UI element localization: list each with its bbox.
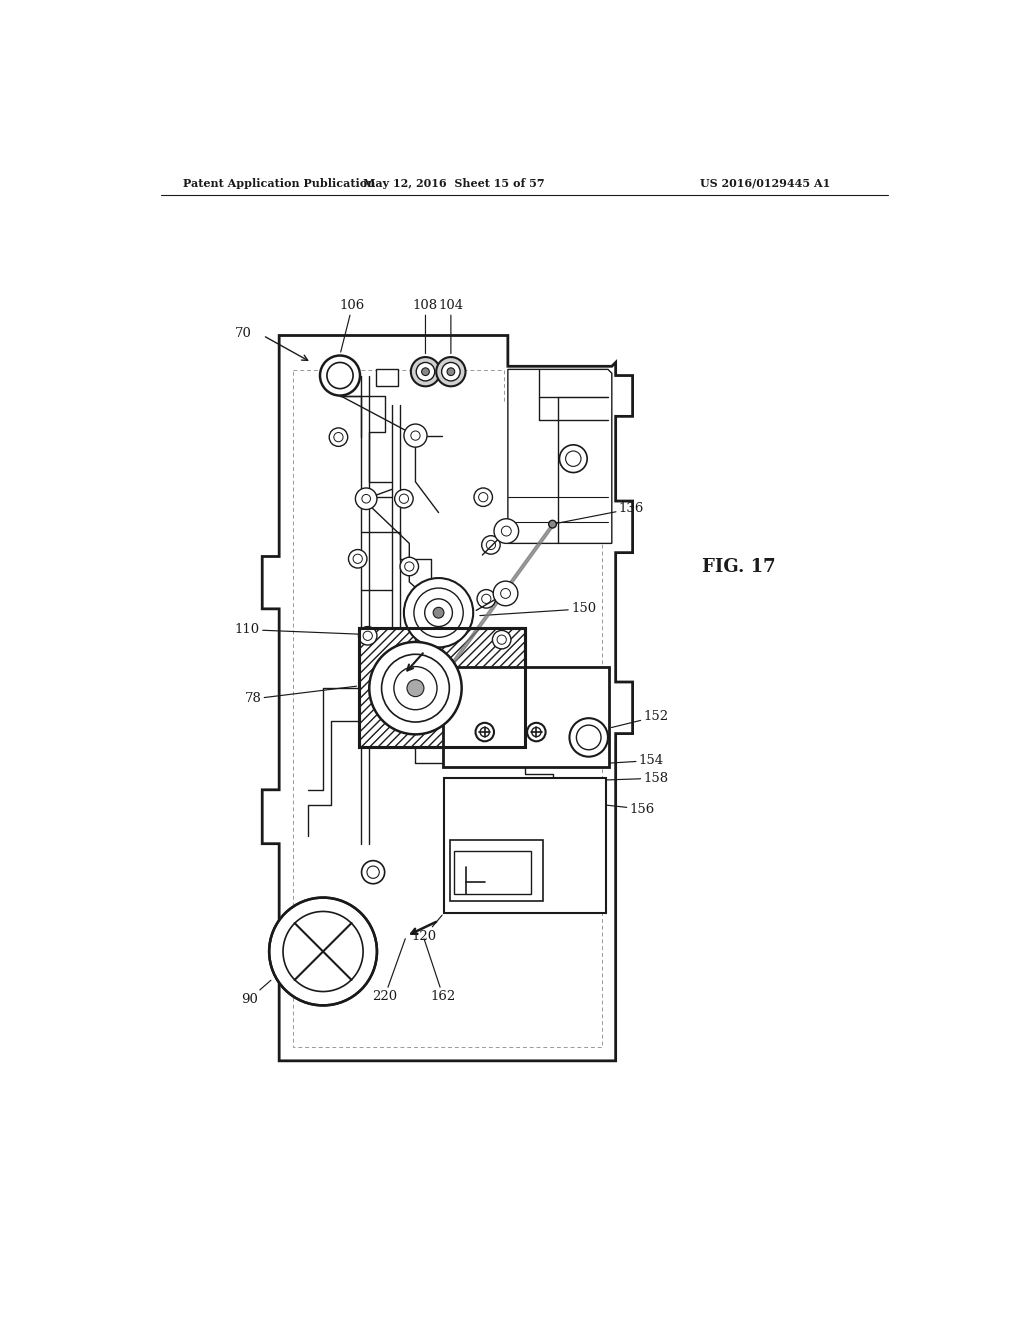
Circle shape — [497, 635, 506, 644]
Circle shape — [414, 589, 463, 638]
Circle shape — [400, 557, 419, 576]
Polygon shape — [508, 370, 611, 544]
Circle shape — [403, 578, 473, 647]
Circle shape — [370, 642, 462, 734]
Circle shape — [348, 549, 367, 568]
Circle shape — [493, 631, 511, 649]
Circle shape — [407, 428, 425, 446]
Circle shape — [356, 490, 375, 508]
Bar — [443, 667, 608, 767]
Bar — [454, 851, 531, 894]
Circle shape — [447, 368, 455, 376]
Circle shape — [283, 911, 364, 991]
Circle shape — [367, 866, 379, 878]
Text: Patent Application Publication: Patent Application Publication — [183, 178, 375, 189]
Circle shape — [411, 432, 420, 441]
Text: 110: 110 — [234, 623, 397, 636]
Circle shape — [527, 723, 546, 742]
Circle shape — [382, 655, 450, 722]
Circle shape — [416, 363, 435, 381]
Circle shape — [411, 358, 440, 387]
Circle shape — [481, 536, 500, 554]
Circle shape — [361, 495, 371, 503]
Circle shape — [334, 433, 343, 442]
Circle shape — [478, 492, 487, 502]
Text: 106: 106 — [340, 300, 365, 352]
Text: 78: 78 — [245, 686, 356, 705]
Circle shape — [480, 727, 489, 737]
Circle shape — [358, 627, 377, 645]
Text: FIG. 17: FIG. 17 — [701, 557, 775, 576]
Text: 162: 162 — [424, 939, 456, 1003]
Circle shape — [399, 494, 409, 503]
Circle shape — [433, 607, 444, 618]
Circle shape — [475, 723, 494, 742]
Circle shape — [501, 589, 511, 598]
Text: 154: 154 — [553, 754, 664, 767]
Text: 90: 90 — [241, 981, 271, 1006]
Circle shape — [549, 520, 556, 528]
Bar — [376, 370, 397, 387]
Circle shape — [494, 581, 518, 606]
Circle shape — [269, 898, 377, 1006]
Circle shape — [360, 494, 370, 503]
Text: US 2016/0129445 A1: US 2016/0129445 A1 — [700, 178, 830, 189]
Circle shape — [327, 363, 353, 388]
Text: 70: 70 — [236, 326, 252, 339]
Circle shape — [361, 861, 385, 884]
Text: May 12, 2016  Sheet 15 of 57: May 12, 2016 Sheet 15 of 57 — [364, 178, 545, 189]
Text: 156: 156 — [539, 797, 654, 816]
Circle shape — [559, 445, 587, 473]
Circle shape — [407, 680, 424, 697]
Circle shape — [364, 631, 373, 640]
Text: 158: 158 — [546, 772, 669, 785]
Circle shape — [411, 433, 420, 442]
Text: 220: 220 — [372, 939, 406, 1003]
Circle shape — [330, 428, 348, 446]
Circle shape — [494, 519, 518, 544]
Circle shape — [403, 424, 427, 447]
Circle shape — [404, 562, 414, 572]
Circle shape — [425, 599, 453, 627]
Bar — [444, 779, 605, 913]
Circle shape — [486, 540, 496, 549]
Bar — [451, 840, 543, 902]
Circle shape — [477, 590, 496, 609]
Text: 108: 108 — [413, 300, 438, 354]
Circle shape — [441, 363, 460, 381]
Circle shape — [569, 718, 608, 756]
Circle shape — [394, 667, 437, 710]
Text: 152: 152 — [611, 710, 669, 727]
Circle shape — [355, 488, 377, 510]
Text: 136: 136 — [555, 502, 644, 524]
Circle shape — [394, 490, 413, 508]
Circle shape — [502, 527, 511, 536]
Circle shape — [474, 488, 493, 507]
Polygon shape — [262, 335, 633, 1061]
Circle shape — [577, 725, 601, 750]
Circle shape — [418, 701, 425, 709]
Circle shape — [422, 368, 429, 376]
Bar — [359, 628, 524, 747]
Bar — [359, 628, 524, 747]
Circle shape — [353, 554, 362, 564]
Text: 120: 120 — [412, 915, 442, 942]
Text: 150: 150 — [480, 602, 596, 615]
Circle shape — [565, 451, 581, 466]
Text: 104: 104 — [438, 300, 464, 354]
Circle shape — [531, 727, 541, 737]
Circle shape — [436, 358, 466, 387]
Circle shape — [481, 594, 490, 603]
Circle shape — [319, 355, 360, 396]
